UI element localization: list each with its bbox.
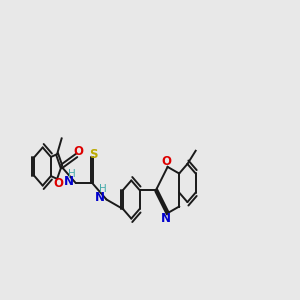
Text: O: O	[74, 146, 84, 158]
Text: O: O	[53, 177, 63, 190]
Text: N: N	[161, 212, 171, 225]
Text: N: N	[95, 191, 105, 204]
Text: H: H	[68, 169, 76, 179]
Text: H: H	[99, 184, 107, 194]
Text: O: O	[162, 155, 172, 168]
Text: N: N	[64, 175, 74, 188]
Text: S: S	[89, 148, 98, 161]
